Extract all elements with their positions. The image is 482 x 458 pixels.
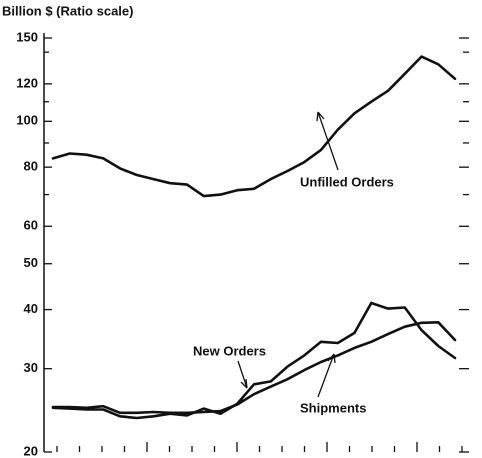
series-label: Unfilled Orders — [300, 174, 394, 189]
series-line — [51, 301, 457, 420]
y-tick-label: 60 — [24, 218, 38, 233]
label-arrow — [237, 360, 248, 389]
y-tick-label: 80 — [24, 159, 38, 174]
series-label: Shipments — [300, 400, 366, 415]
y-tick-label: 40 — [24, 301, 38, 316]
y-tick-label: 30 — [24, 360, 38, 375]
y-tick-label: 150 — [16, 29, 38, 44]
series-line — [51, 55, 457, 198]
y-tick-label: 50 — [24, 255, 38, 270]
y-axis-label: Billion $ (Ratio scale) — [2, 3, 133, 18]
series-line — [51, 321, 457, 415]
label-arrow — [316, 111, 339, 171]
y-tick-label: 100 — [16, 113, 38, 128]
y-tick-label: 120 — [16, 75, 38, 90]
y-tick-label: 20 — [24, 443, 38, 458]
label-arrow — [317, 353, 336, 398]
series-label: New Orders — [193, 343, 266, 358]
